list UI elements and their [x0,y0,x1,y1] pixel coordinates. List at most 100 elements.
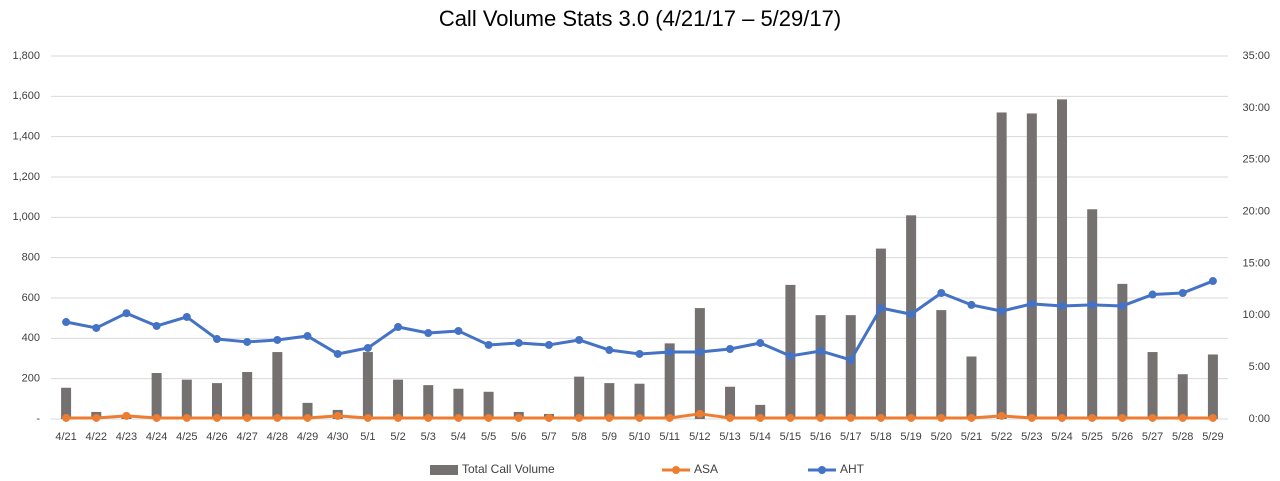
y-tick-label: 1,800 [12,50,40,62]
line-marker [212,335,221,344]
x-tick-label: 5/19 [900,431,921,443]
y2-tick-label: 30:00 [1242,102,1270,114]
line-marker [152,321,161,330]
bar [725,386,736,419]
line-marker [967,300,976,309]
line-marker [454,413,463,422]
bar [1117,283,1128,419]
line-marker [967,413,976,422]
line-marker [786,351,795,360]
chart-title: Call Volume Stats 3.0 (4/21/17 – 5/29/17… [439,6,841,31]
line-marker [816,413,825,422]
legend-label: AHT [840,462,865,476]
line-marker [605,346,614,355]
x-tick-label: 5/9 [602,431,617,443]
line-marker [394,323,403,332]
bar [423,385,434,419]
line-marker [635,413,644,422]
x-tick-label: 5/10 [629,431,650,443]
line-marker [1208,413,1217,422]
x-tick-label: 5/24 [1051,431,1072,443]
line-marker [635,349,644,358]
line-marker [514,413,523,422]
bar [966,356,977,419]
legend-swatch [818,466,826,474]
line-marker [62,318,71,327]
x-tick-label: 4/28 [267,431,288,443]
x-tick-label: 5/27 [1142,431,1163,443]
y2-tick-label: 25:00 [1242,154,1270,166]
line-marker [514,338,523,347]
bar [936,310,947,419]
x-tick-label: 4/27 [236,431,257,443]
x-tick-label: 5/23 [1021,431,1042,443]
bar [634,383,645,419]
line-marker [937,288,946,297]
y-tick-label: 1,200 [12,171,40,183]
bar [875,248,886,419]
line-marker [1058,413,1067,422]
line-marker [997,307,1006,316]
x-tick-label: 5/22 [991,431,1012,443]
y2-tick-label: 20:00 [1242,205,1270,217]
bar [1026,113,1037,419]
x-tick-label: 4/25 [176,431,197,443]
y2-tick-label: 10:00 [1242,309,1270,321]
bar [151,373,162,419]
x-tick-label: 4/30 [327,431,348,443]
line-marker [484,340,493,349]
line-marker [243,337,252,346]
x-tick-label: 5/7 [541,431,556,443]
line-marker [363,343,372,352]
y2-tick-label: 35:00 [1242,50,1270,62]
legend-swatch [672,466,680,474]
line-marker [92,323,101,332]
y-tick-label: 1,600 [12,90,40,102]
line-marker [62,413,71,422]
y-tick-label: 800 [22,252,40,264]
bar [1147,352,1158,419]
x-tick-label: 5/11 [659,431,680,443]
bar [1057,99,1068,419]
line-marker [182,312,191,321]
line-marker [484,413,493,422]
y-tick-label: 1,000 [12,211,40,223]
line-marker [907,413,916,422]
x-tick-label: 5/18 [870,431,891,443]
x-tick-label: 5/3 [421,431,436,443]
line-marker [303,413,312,422]
line-marker [846,355,855,364]
line-marker [363,413,372,422]
line-marker [665,348,674,357]
line-marker [212,413,221,422]
x-tick-label: 5/13 [719,431,740,443]
bar [181,379,192,419]
x-tick-label: 4/22 [86,431,107,443]
x-tick-label: 4/23 [116,431,137,443]
line-marker [273,413,282,422]
line-marker [122,411,131,420]
bar [242,372,253,419]
bar [272,352,283,419]
line-marker [846,413,855,422]
line-marker [756,413,765,422]
y-tick-label: 200 [22,373,40,385]
line-marker [1058,301,1067,310]
y-tick-label: 600 [22,292,40,304]
line-marker [1148,413,1157,422]
line-marker [1088,413,1097,422]
line-marker [273,335,282,344]
line-marker [333,349,342,358]
x-tick-label: 5/25 [1081,431,1102,443]
bar [1207,354,1218,419]
bar [453,388,464,419]
line-marker [695,348,704,357]
x-tick-label: 5/8 [571,431,586,443]
x-tick-label: 4/24 [146,431,167,443]
line-marker [152,413,161,422]
bar [1177,374,1188,419]
line-marker [876,304,885,313]
bar [574,376,585,419]
x-tick-label: 5/29 [1202,431,1223,443]
line-marker [122,309,131,318]
